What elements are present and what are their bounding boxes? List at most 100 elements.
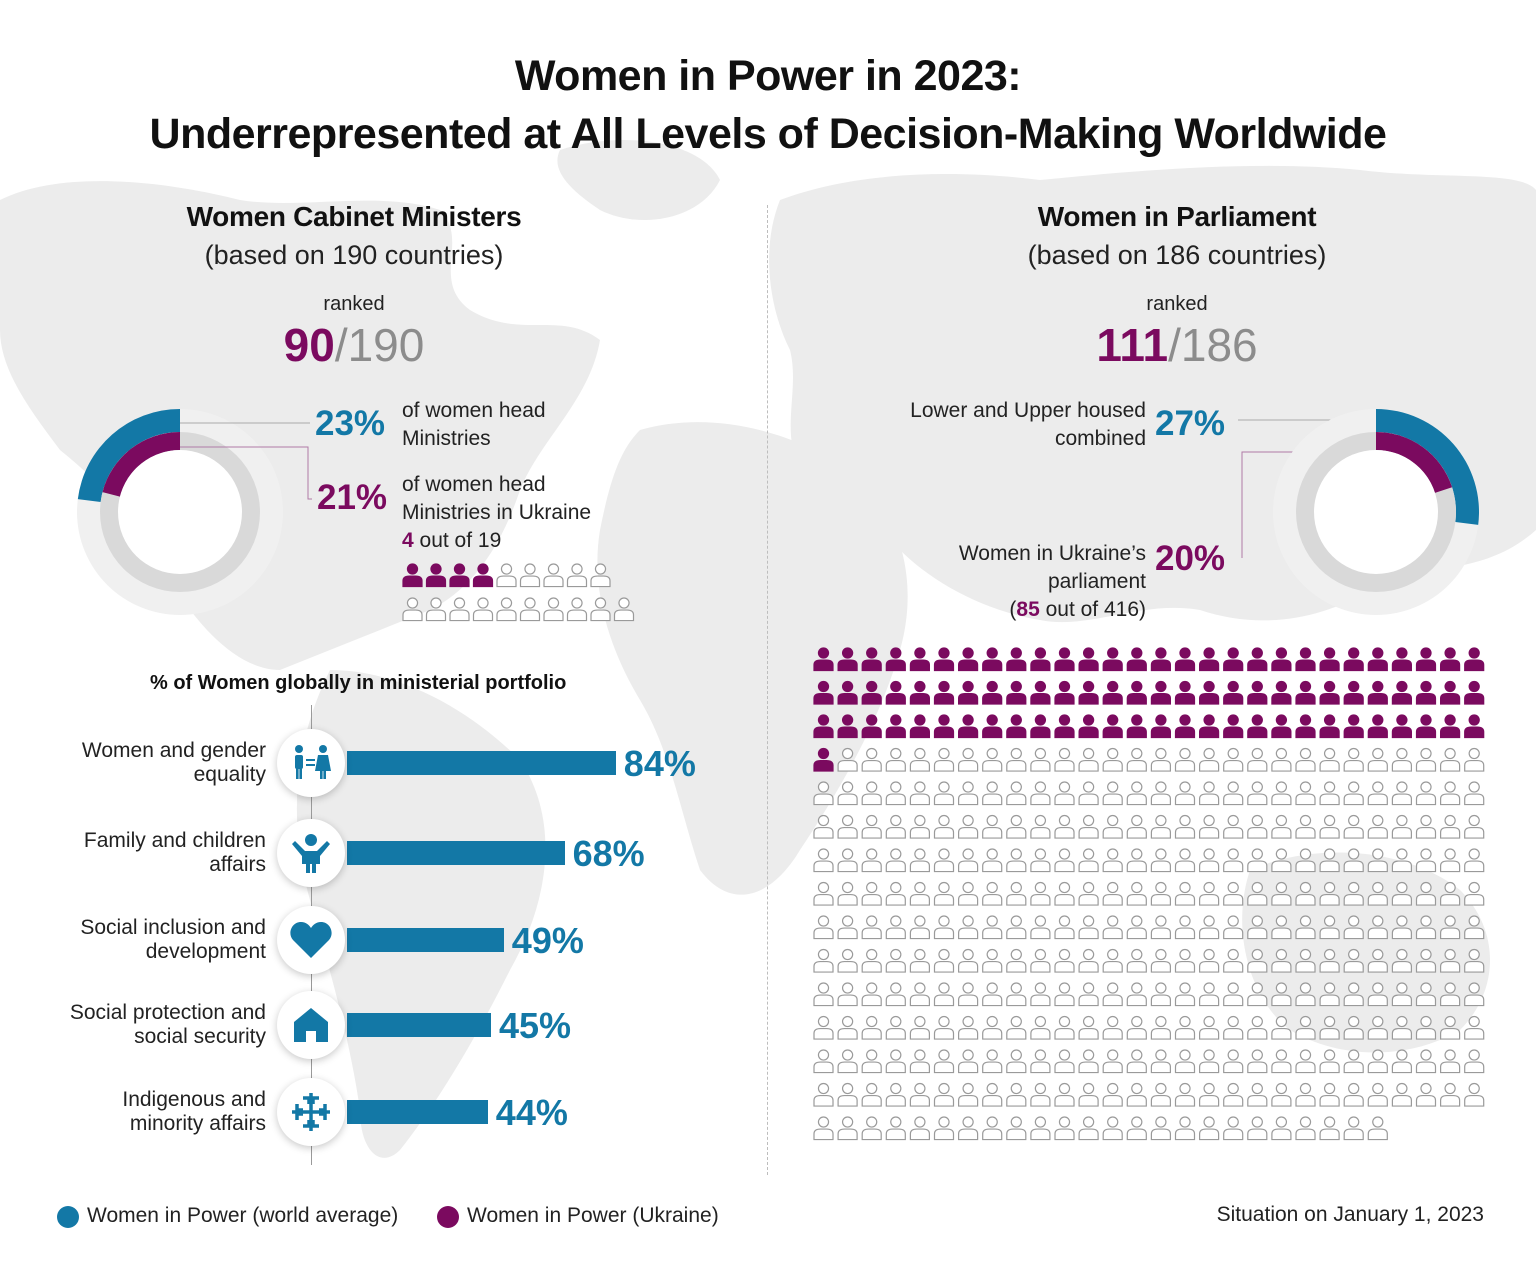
person-icon-empty [1223,747,1244,772]
person-icon-empty [1102,915,1123,940]
person-icon-empty [1126,1015,1147,1040]
person-icon-empty [1271,1049,1292,1074]
person-icon-empty [1078,915,1099,940]
person-icon-empty [861,1082,882,1107]
person-icon-empty [1174,781,1196,806]
person-icon-filled [1391,714,1412,739]
person-icon-empty [861,781,882,806]
person-icon-empty [909,881,930,906]
person-icon-empty [1367,915,1388,940]
parliament-ukraine-desc-line1: Women in Ukraine’s [958,542,1146,565]
person-icon-empty [837,848,858,873]
person-icon-empty [837,1049,858,1074]
person-icon-empty [1367,1116,1388,1141]
person-icon-empty [1295,1082,1316,1107]
person-icon-filled [1078,714,1099,739]
person-icon-empty [1440,1082,1461,1107]
person-icon-empty [1247,881,1268,906]
person-icon-empty [958,982,979,1007]
person-icon-empty [1440,1049,1461,1074]
person-icon-empty [1271,1116,1292,1141]
person-icon-empty [933,1049,955,1074]
legend-ukraine-swatch [437,1206,459,1228]
person-icon-empty [1464,781,1485,806]
person-icon-empty [1150,915,1171,940]
person-icon-empty [1415,781,1437,806]
person-icon-empty [1174,848,1196,873]
person-icon-filled [861,680,882,705]
person-icon-filled [1126,680,1147,705]
person-icon-empty [958,948,979,973]
person-icon-empty [861,881,882,906]
person-icon-filled [1150,680,1171,705]
parliament-world-pct: 27% [1155,404,1226,443]
person-icon-filled [1223,647,1244,672]
person-icon-empty [543,563,564,588]
category-label-line: Family and children [83,829,266,852]
person-icon-empty [1199,982,1220,1007]
person-icon-filled [1271,714,1292,739]
person-icon-empty [1223,1082,1244,1107]
person-icon-empty [1464,881,1485,906]
person-icon-filled [1006,680,1027,705]
person-icon-empty [1319,881,1340,906]
person-icon-empty [982,814,1003,839]
person-icon-empty [837,1116,858,1141]
person-icon-empty [1295,915,1316,940]
person-icon-empty [1199,747,1220,772]
person-icon-empty [1391,1049,1412,1074]
person-icon-filled [1415,714,1437,739]
person-icon-empty [933,982,955,1007]
person-icon-filled [1343,647,1364,672]
person-icon-empty [1464,948,1485,973]
person-icon-empty [1247,1049,1268,1074]
person-icon-empty [1295,781,1316,806]
person-icon-empty [1415,848,1437,873]
person-icon-empty [1271,848,1292,873]
person-icon-empty [1391,781,1412,806]
person-icon-empty [982,982,1003,1007]
person-icon-filled [1199,680,1220,705]
category-label-line: Social inclusion and [80,916,266,939]
category-label-line: development [145,940,266,963]
person-icon-empty [1391,915,1412,940]
person-icon-empty [1199,915,1220,940]
person-icon-empty [1319,948,1340,973]
category-label-line: minority affairs [129,1112,266,1135]
person-icon-empty [1247,1015,1268,1040]
person-icon-empty [1415,881,1437,906]
person-icon-empty [813,814,834,839]
person-icon-empty [909,948,930,973]
parliament-ukraine-count: 85 [1016,598,1040,621]
person-icon-empty [837,915,858,940]
cabinet-ukraine-desc: of women head Ministries in Ukraine 4 ou… [402,471,591,555]
person-icon-empty [982,915,1003,940]
person-icon-empty [1150,1015,1171,1040]
person-icon-empty [1295,747,1316,772]
person-icon-filled [958,680,979,705]
person-icon-empty [885,881,906,906]
category-label-line: Women and gender [81,739,266,762]
person-icon-empty [1391,1015,1412,1040]
person-icon-filled [885,680,906,705]
category-label-1: Family and children affairs [16,829,266,877]
person-icon-empty [933,747,955,772]
person-icon-empty [1271,982,1292,1007]
person-icon-empty [837,948,858,973]
person-icon-empty [1174,1015,1196,1040]
category-label-line: affairs [209,853,266,876]
person-icon-empty [543,597,564,622]
parliament-ukraine-count-suffix: out of 416) [1039,598,1146,621]
person-icon-empty [1126,781,1147,806]
person-icon-empty [1199,1082,1220,1107]
person-icon-empty [1319,1015,1340,1040]
person-icon-empty [1030,915,1051,940]
person-icon-filled [1343,714,1364,739]
cabinet-donut-hole [118,450,242,574]
person-icon-filled [958,647,979,672]
person-icon-empty [1030,948,1051,973]
person-icon-empty [1006,1049,1027,1074]
person-icon-filled [837,714,858,739]
person-icon-filled [1247,680,1268,705]
person-icon-empty [958,1082,979,1107]
